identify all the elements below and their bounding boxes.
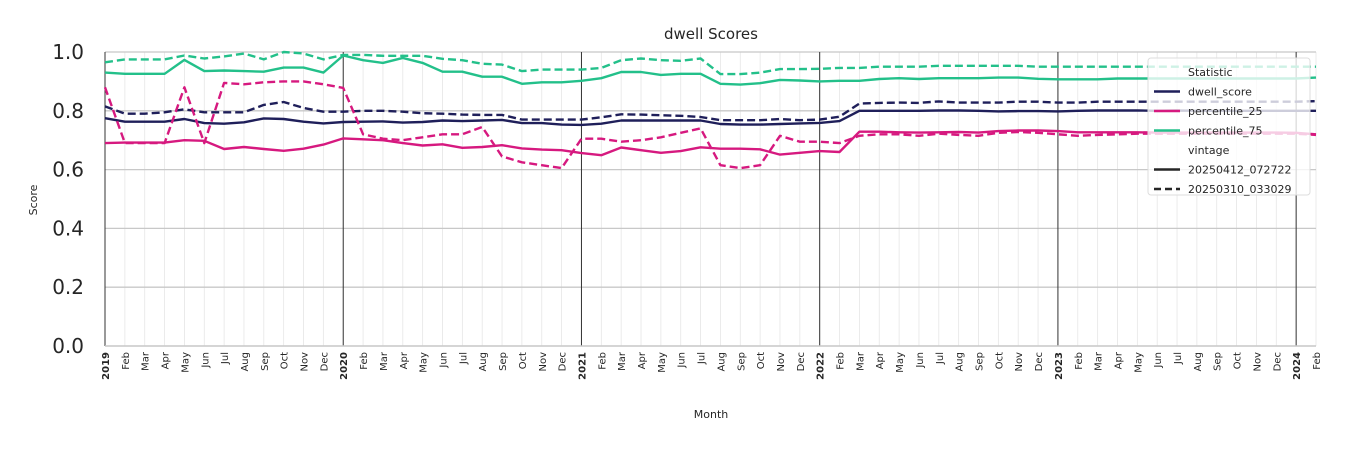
x-tick-label: Sep (260, 352, 271, 371)
x-tick-label: Apr (875, 351, 886, 369)
x-tick-label: Sep (975, 352, 986, 371)
x-tick-label: May (1133, 352, 1144, 373)
x-tick-label: Feb (1312, 352, 1323, 370)
x-tick-label: Aug (1193, 352, 1204, 372)
x-tick-label: Feb (836, 352, 847, 370)
x-tick-label: May (180, 352, 191, 373)
series-line-dwell_score-20250310_033029 (104, 99, 1317, 122)
x-tick-label: Jul (697, 352, 708, 365)
y-tick-label: 1.0 (52, 40, 84, 64)
y-tick-label: 0.2 (52, 275, 84, 299)
legend-label-vintage: 20250310_033029 (1188, 183, 1291, 196)
y-tick-label: 0.6 (52, 158, 84, 182)
x-tick-label: May (657, 352, 668, 373)
legend: Statistic dwell_score percentile_25percent… (1147, 57, 1311, 196)
x-tick-label: Sep (498, 352, 509, 371)
y-axis-label: Score (27, 184, 40, 215)
legend-label-percentile_25: percentile_25 (1188, 105, 1263, 118)
x-tick-label: Aug (240, 352, 251, 372)
series-line-percentile_75-20250412_072722 (104, 54, 1317, 86)
x-tick-label: 2021 (577, 352, 588, 380)
x-tick-label: Sep (1213, 352, 1224, 371)
legend-box (1147, 57, 1311, 196)
legend-title-statistic: Statistic (1188, 66, 1233, 79)
y-tick-label: 0.0 (52, 334, 84, 358)
x-tick-label: Jun (1153, 352, 1164, 369)
x-tick-label: Jul (935, 352, 946, 365)
x-tick-label: Dec (558, 352, 569, 371)
x-tick-label: Nov (1252, 352, 1263, 372)
x-tick-label: Nov (300, 352, 311, 372)
x-tick-label: Apr (1113, 351, 1124, 369)
x-tick-label: Nov (776, 352, 787, 372)
x-tick-label: Nov (1014, 352, 1025, 372)
x-tick-label: Dec (319, 352, 330, 371)
x-tick-label: Apr (399, 351, 410, 369)
x-tick-label: Mar (855, 351, 866, 371)
x-tick-label: Mar (141, 351, 152, 371)
series-line-dwell_score-20250412_072722 (104, 109, 1316, 127)
x-tick-label: Oct (518, 352, 529, 369)
x-tick-label: 2023 (1054, 352, 1065, 380)
x-tick-label: Dec (796, 352, 807, 371)
legend-title-vintage: vintage (1188, 144, 1230, 157)
x-tick-label: Jul (458, 352, 469, 365)
x-tick-label: Feb (121, 352, 132, 370)
series-line-percentile_75-20250310_033029 (104, 50, 1316, 76)
x-tick-label: Mar (379, 351, 390, 371)
x-tick-label: 2022 (816, 352, 827, 380)
x-tick-label: May (895, 352, 906, 373)
x-tick-label: Mar (617, 351, 628, 371)
x-tick-label: 2024 (1292, 352, 1303, 380)
x-tick-label: Jul (220, 352, 231, 365)
x-tick-label: Oct (994, 352, 1005, 369)
x-tick-label: Sep (736, 352, 747, 371)
legend-label-dwell_score: dwell_score (1188, 86, 1252, 99)
x-tick-label: Apr (637, 351, 648, 369)
x-tick-label: Jun (200, 352, 211, 369)
legend-label-percentile_75: percentile_75 (1188, 125, 1263, 138)
x-tick-label: Dec (1272, 352, 1283, 371)
x-tick-label: Apr (161, 351, 172, 369)
x-tick-label: Mar (1094, 351, 1105, 371)
plot-area: 0.0 0.2 0.4 0.6 0.8 1.0 2019 Feb Mar Apr May Jun Jul… (52, 40, 1323, 380)
x-tick-label: Feb (1074, 352, 1085, 370)
x-tick-label: Jun (677, 352, 688, 369)
x-tick-label: Oct (1233, 352, 1244, 369)
x-tick-label: Oct (280, 352, 291, 369)
x-tick-label: May (419, 352, 430, 373)
legend-label-vintage: 20250412_072722 (1188, 164, 1291, 177)
x-tick-label: Jun (438, 352, 449, 369)
x-tick-label: Oct (756, 352, 767, 369)
x-tick-label: Dec (1034, 352, 1045, 371)
x-tick-label: Feb (597, 352, 608, 370)
x-axis-label: Month (694, 408, 729, 421)
x-tick-label: Jul (1173, 352, 1184, 365)
x-tick-label: 2019 (101, 352, 112, 380)
x-tick-label: Aug (955, 352, 966, 372)
y-tick-label: 0.8 (52, 99, 84, 123)
y-tick-label: 0.4 (52, 216, 84, 240)
x-tick-label: Nov (538, 352, 549, 372)
x-tick-label: Jun (915, 352, 926, 369)
series-line-percentile_25-20250310_033029 (103, 80, 1317, 170)
x-tick-label: 2020 (339, 352, 350, 380)
chart-title: dwell Scores (664, 25, 758, 43)
x-tick-label: Aug (716, 352, 727, 372)
x-tick-label: Aug (478, 352, 489, 372)
x-tick-label: Feb (359, 352, 370, 370)
